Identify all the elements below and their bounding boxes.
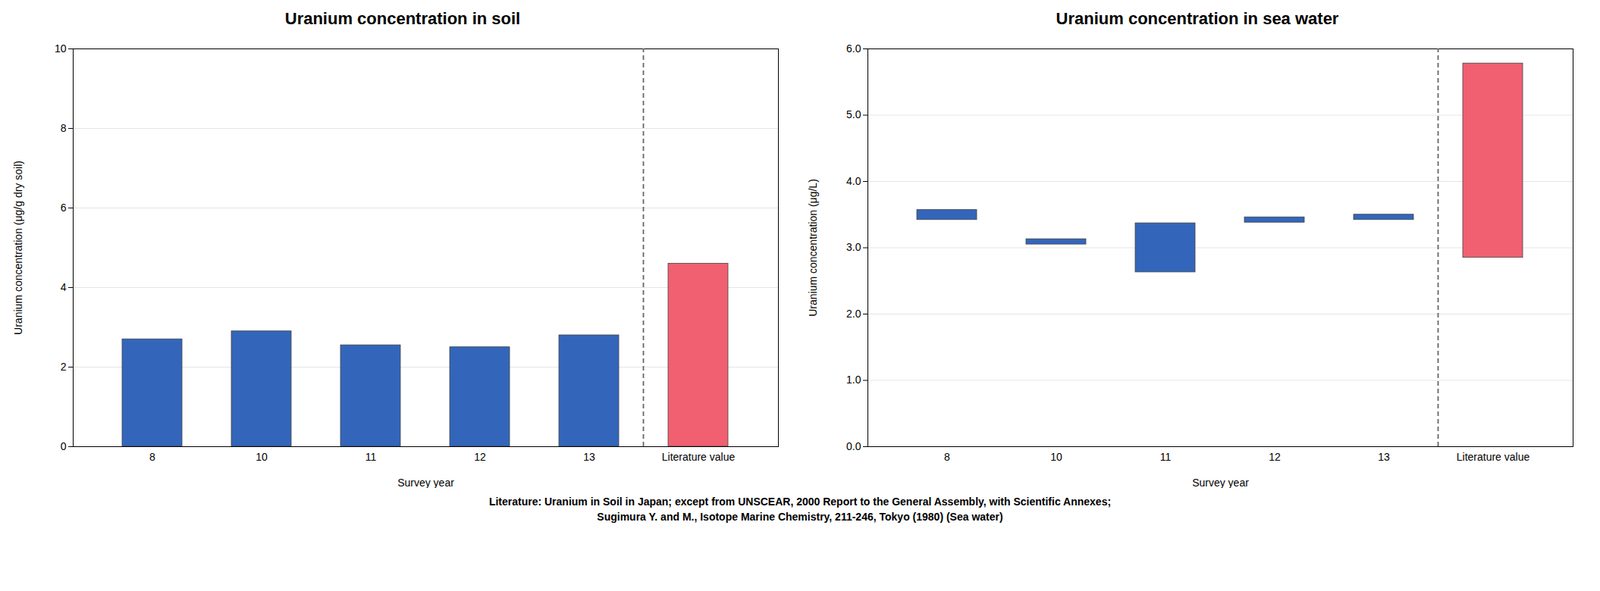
svg-text:13: 13 <box>583 451 596 464</box>
svg-text:Uranium concentration (μg/g dr: Uranium concentration (μg/g dry soil) <box>12 160 25 336</box>
html-text:Uranium concentration in soil: Uranium concentration in soil <box>284 9 521 29</box>
svg-text:11: 11 <box>1160 451 1172 464</box>
svg-text:8: 8 <box>944 451 951 464</box>
svg-text:3.0: 3.0 <box>846 241 862 254</box>
html-text:Literature: Uranium in Soil in: Literature: Uranium in Soil in Japan; ex… <box>489 495 1111 509</box>
svg-text:6.0: 6.0 <box>846 42 862 55</box>
svg-text:Literature value: Literature value <box>661 451 736 464</box>
svg-text:2.0: 2.0 <box>846 307 862 320</box>
html-text:Sugimura Y. and M., Isotope Ma: Sugimura Y. and M., Isotope Marine Chemi… <box>597 511 1003 524</box>
svg-text:2: 2 <box>60 360 67 374</box>
svg-text:Survey year: Survey year <box>1192 476 1249 490</box>
svg-text:8: 8 <box>149 451 156 464</box>
svg-text:10: 10 <box>1050 451 1063 464</box>
svg-text:Uranium concentration (μg/L): Uranium concentration (μg/L) <box>806 178 819 317</box>
svg-text:5.0: 5.0 <box>846 108 862 121</box>
svg-text:10: 10 <box>255 451 268 464</box>
svg-text:12: 12 <box>1268 451 1281 464</box>
svg-text:10: 10 <box>54 42 67 55</box>
svg-text:Literature value: Literature value <box>1456 451 1531 464</box>
svg-text:Survey year: Survey year <box>397 476 455 490</box>
svg-text:4.0: 4.0 <box>846 175 862 188</box>
svg-text:4: 4 <box>60 281 67 294</box>
svg-text:13: 13 <box>1377 451 1390 464</box>
svg-text:12: 12 <box>473 451 487 464</box>
svg-text:0: 0 <box>60 440 67 453</box>
svg-text:11: 11 <box>365 451 377 464</box>
svg-text:6: 6 <box>60 201 67 214</box>
html-text:Uranium concentration in sea w: Uranium concentration in sea water <box>1056 9 1339 29</box>
svg-text:0.0: 0.0 <box>846 440 862 453</box>
svg-text:1.0: 1.0 <box>846 373 862 386</box>
svg-text:8: 8 <box>60 122 67 135</box>
